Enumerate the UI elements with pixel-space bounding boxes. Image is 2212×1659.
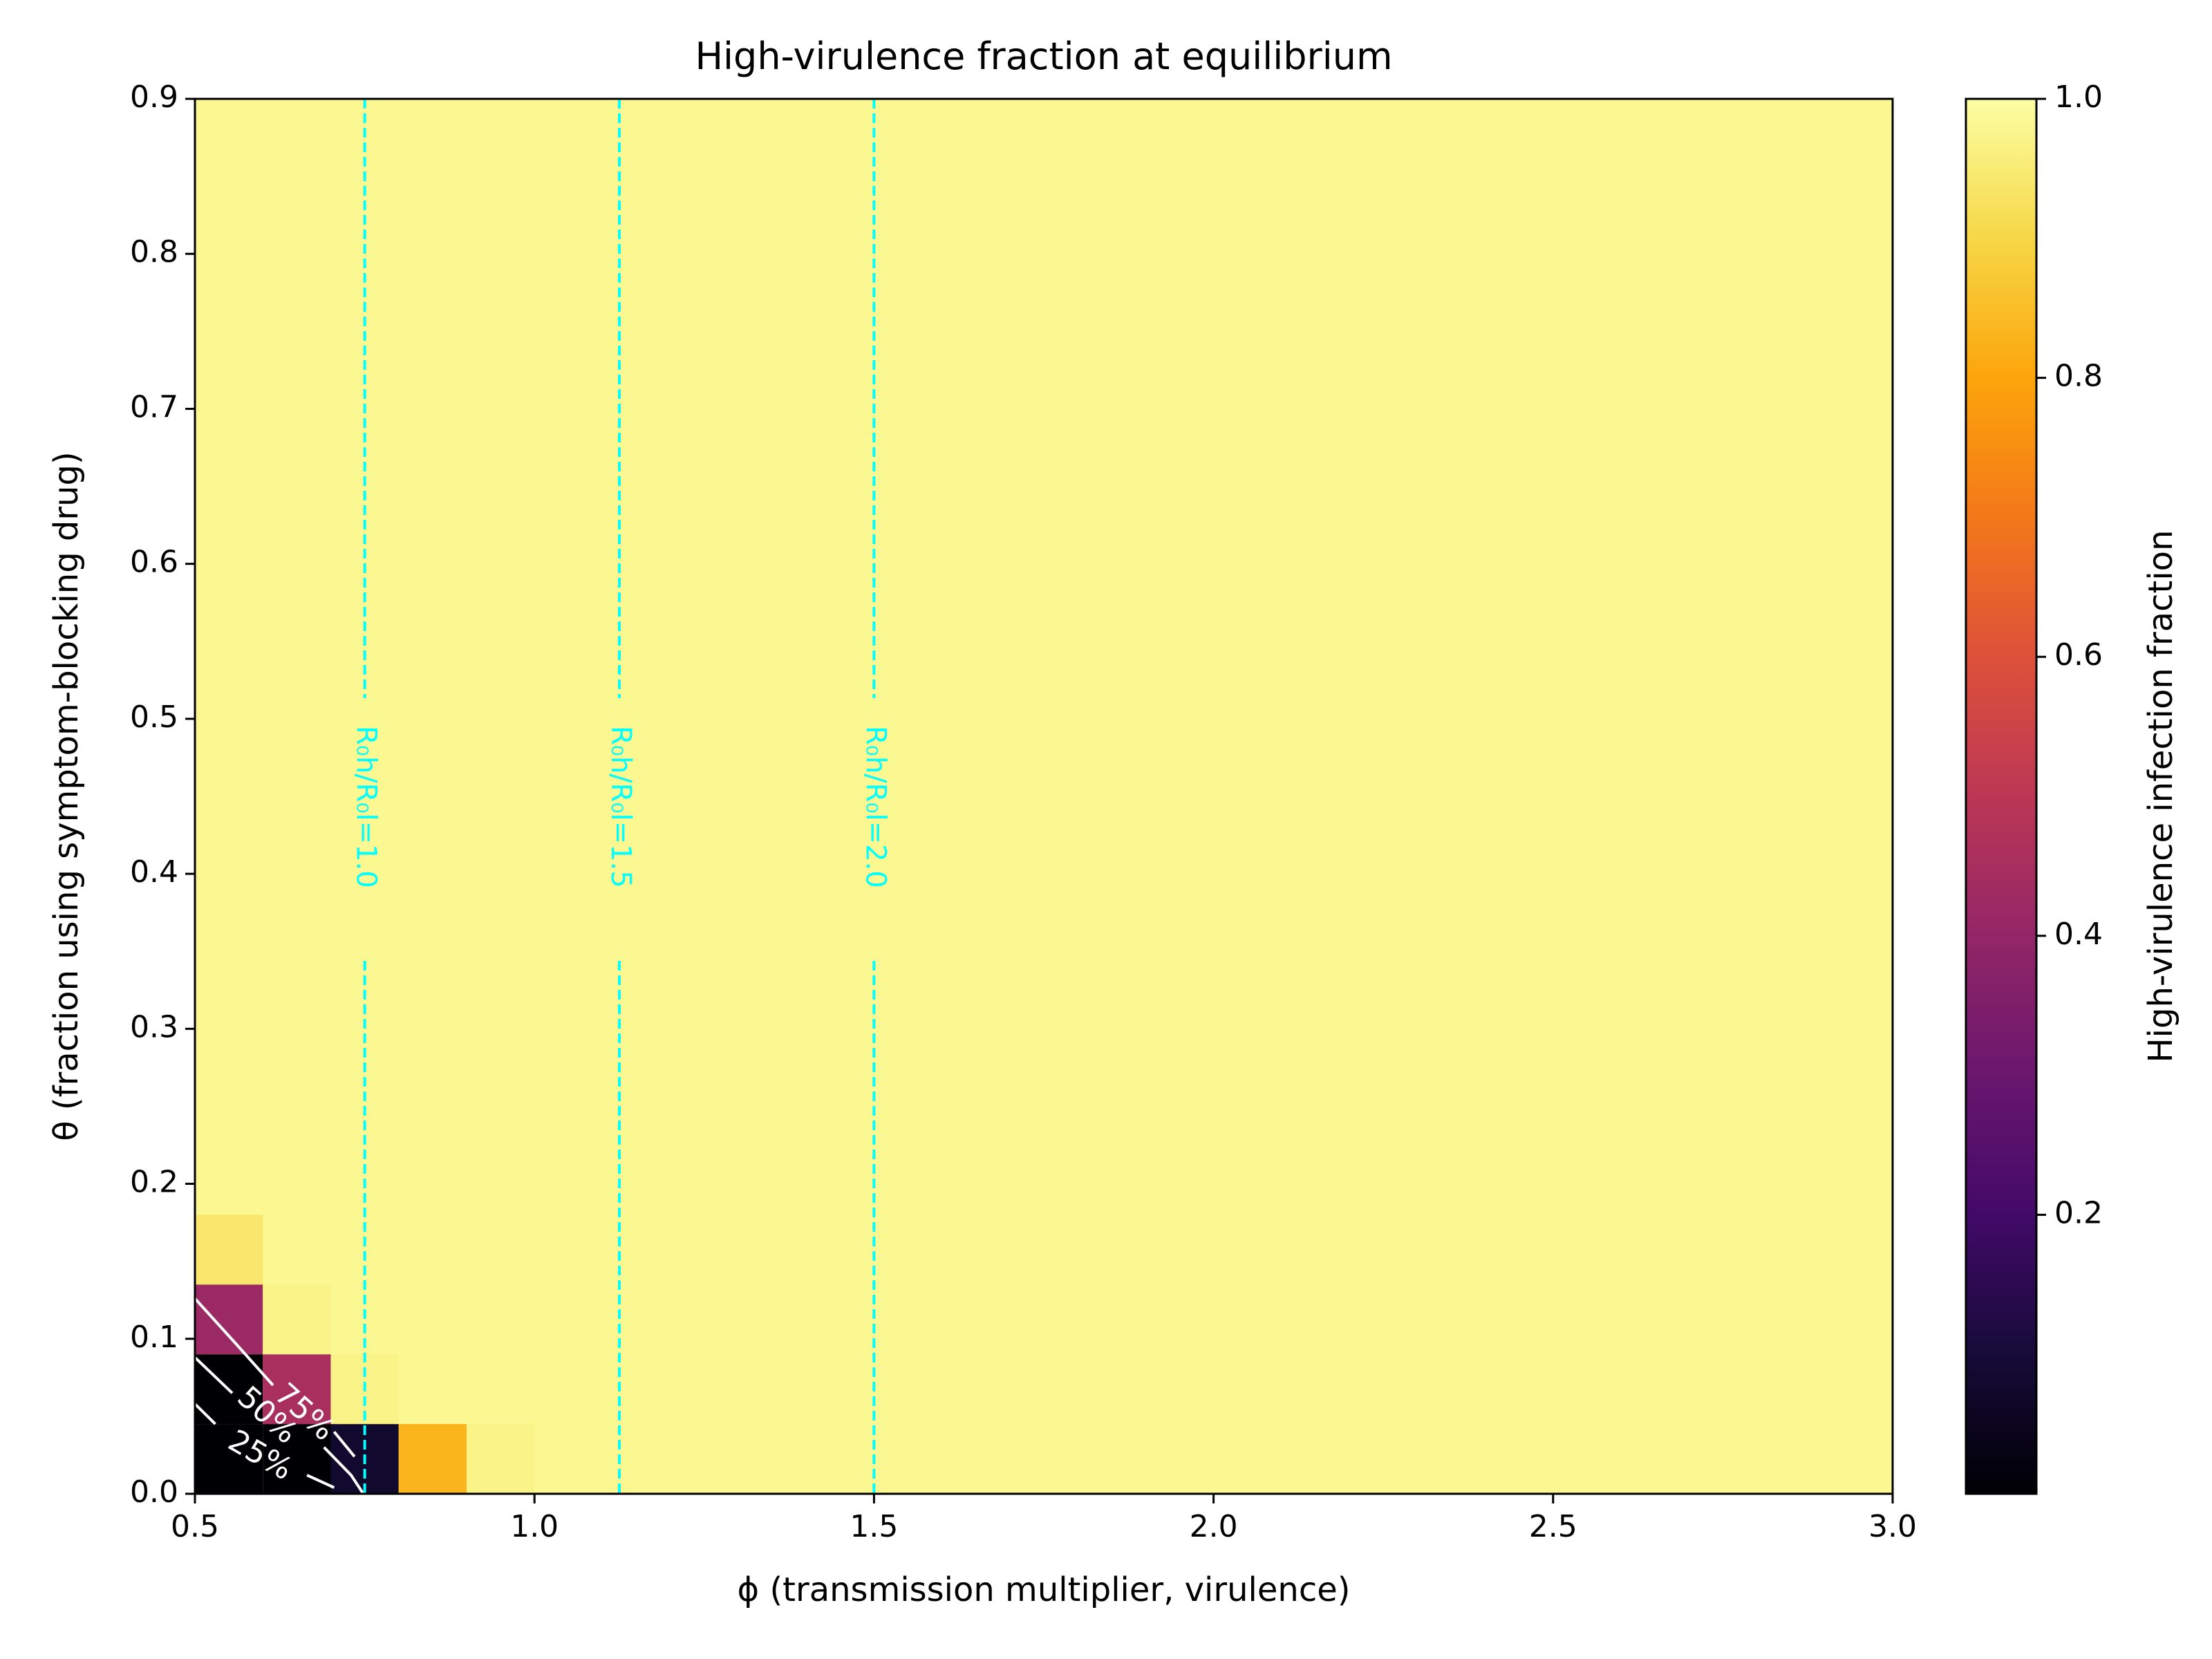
reference-line-label: R₀h/R₀l=1.5 [605, 726, 637, 888]
y-tick-label: 0.5 [130, 700, 178, 735]
y-tick-label: 0.4 [130, 854, 178, 890]
contour-line [323, 1446, 365, 1494]
colorbar-tick-label: 0.4 [2054, 917, 2103, 952]
y-tick-label: 0.7 [130, 389, 178, 424]
plot-frame [194, 97, 1894, 1495]
heatmap-cell [195, 1284, 263, 1355]
chart-title: High-virulence fraction at equilibrium [695, 35, 1392, 78]
colorbar-tick-label: 0.2 [2054, 1195, 2103, 1230]
heatmap-cell [466, 1424, 535, 1494]
contour-line [195, 1297, 274, 1387]
y-tick-label: 0.8 [130, 234, 178, 270]
y-tick-label: 0.6 [130, 545, 178, 580]
plot-area: 25%50%75% R₀h/R₀l=1.0 R₀h/R₀l=1.5 R₀h/R₀l=… [194, 97, 1894, 1495]
contour-line [332, 1431, 356, 1458]
y-tick-label: 0.3 [130, 1009, 178, 1044]
x-tick-label: 1.0 [510, 1509, 559, 1544]
contour-line [306, 1474, 335, 1489]
y-tick-label: 0.1 [130, 1320, 178, 1355]
heatmap-cell [398, 1424, 467, 1494]
x-tick-label: 1.5 [850, 1509, 898, 1544]
y-tick-label: 0.9 [130, 79, 178, 115]
x-tick-label: 3.0 [1868, 1509, 1917, 1544]
colorbar: 0.2 0.4 0.6 0.8 1.0 High-virulence infection… [1965, 79, 2180, 1495]
heatmap-cell [195, 1424, 263, 1494]
heatmap-cell [263, 1354, 331, 1425]
reference-line-label: R₀h/R₀l=1.0 [350, 726, 382, 888]
colorbar-tick-label: 0.6 [2054, 637, 2103, 673]
y-tick-label: 0.2 [130, 1165, 178, 1200]
contour-line [195, 1356, 234, 1394]
y-tick-label: 0.0 [130, 1474, 178, 1510]
reference-line-label: R₀h/R₀l=2.0 [859, 726, 891, 888]
colorbar-tick-label: 0.8 [2054, 359, 2103, 394]
heatmap-cell [263, 1284, 331, 1355]
x-tick-label: 2.5 [1529, 1509, 1577, 1544]
x-tick-label: 0.5 [171, 1509, 219, 1544]
heatmap-background [195, 99, 1893, 1494]
colorbar-tick-label: 1.0 [2054, 79, 2103, 115]
x-axis-label: ϕ (transmission multiplier, virulence) [738, 1571, 1351, 1609]
y-axis-label: θ (fraction using symptom-blocking drug) [47, 451, 86, 1141]
contour-line [195, 1403, 216, 1425]
colorbar-gradient [1965, 97, 2038, 1495]
heatmap-cell [195, 1215, 263, 1285]
x-tick-label: 2.0 [1190, 1509, 1238, 1544]
colorbar-label: High-virulence infection fraction [2141, 530, 2180, 1063]
